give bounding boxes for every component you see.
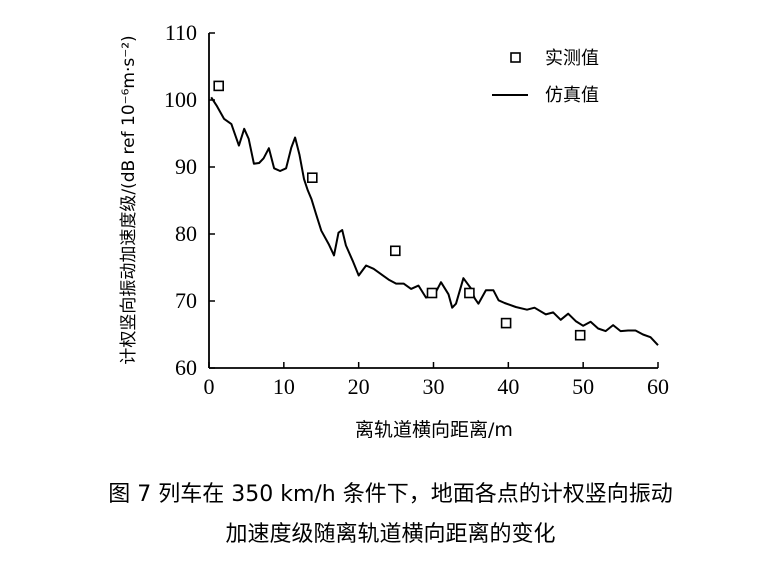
measured-point — [574, 329, 586, 341]
y-tick-label: 80 — [175, 221, 197, 246]
x-tick-label: 60 — [647, 374, 669, 399]
figure-caption-line-2: 加速度级随离轨道横向距离的变化 — [225, 522, 556, 547]
legend-label-simulation: 仿真值 — [545, 85, 599, 106]
x-tick-label: 10 — [273, 374, 295, 399]
y-tick-label: 90 — [175, 154, 197, 179]
chart: 60 70 80 90 100 110 0 10 20 30 40 50 60 离轨道横向距离/m 计权… — [119, 20, 669, 441]
x-tick-label: 30 — [423, 374, 445, 399]
y-tick-label: 60 — [175, 355, 197, 380]
x-tick-label: 0 — [204, 374, 215, 399]
measured-point — [426, 287, 438, 299]
measured-point — [500, 317, 512, 329]
x-tick-label: 40 — [497, 374, 519, 399]
y-axis-label: 计权竖向振动加速度级/(dB ref 10⁻⁶m·s⁻²) — [119, 35, 139, 364]
legend-marker-measured — [510, 52, 521, 63]
x-axis-label: 离轨道横向距离/m — [355, 419, 513, 441]
y-tick-label: 70 — [175, 288, 197, 313]
x-tick-label: 20 — [348, 374, 370, 399]
simulation-line — [210, 96, 659, 346]
simulation-series — [210, 96, 659, 346]
measured-point — [464, 287, 475, 299]
measured-point — [306, 172, 318, 183]
x-tick-label: 50 — [572, 374, 594, 399]
tick-labels: 60 70 80 90 100 110 0 10 20 30 40 50 60 — [164, 20, 669, 399]
measured-point — [389, 245, 401, 257]
tick-marks — [208, 32, 659, 369]
legend-label-measured: 实测值 — [545, 48, 599, 69]
measured-series — [213, 80, 586, 341]
legend: 实测值 仿真值 — [492, 48, 599, 106]
measured-point — [213, 80, 224, 92]
y-tick-label: 100 — [164, 87, 197, 112]
figure-caption-line-1: 图 7 列车在 350 km/h 条件下，地面各点的计权竖向振动 — [108, 482, 673, 507]
y-tick-label: 110 — [165, 20, 197, 45]
axes — [208, 33, 658, 369]
